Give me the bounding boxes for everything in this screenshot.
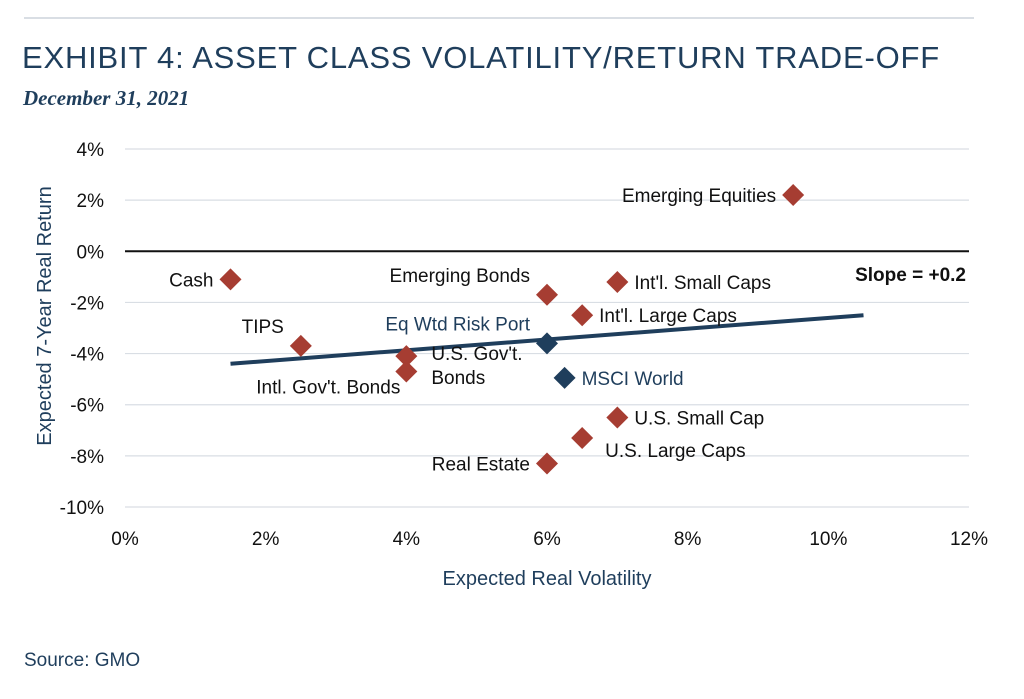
y-axis-label: Expected 7-Year Real Return bbox=[34, 186, 56, 445]
point-tips bbox=[289, 334, 312, 357]
point-eq-wtd-risk-port bbox=[536, 332, 558, 355]
point-label-eq-wtd-risk-port: Eq Wtd Risk Port bbox=[385, 314, 530, 335]
point-label-real-estate: Real Estate bbox=[432, 455, 530, 476]
y-tick-label: 2% bbox=[77, 191, 105, 212]
source-note: Source: GMO bbox=[24, 650, 141, 671]
point-emerging-bonds bbox=[536, 283, 558, 306]
y-tick-label: 0% bbox=[77, 242, 105, 263]
point-label-u-s-small-cap: U.S. Small Cap bbox=[634, 409, 764, 430]
point-u-s-small-cap bbox=[606, 406, 629, 429]
point-label-u-s-gov-t-bonds: U.S. Gov't. Bonds bbox=[431, 344, 522, 389]
x-tick-label: 2% bbox=[252, 529, 280, 550]
top-divider bbox=[24, 17, 974, 19]
x-tick-label: 12% bbox=[950, 529, 988, 550]
x-tick-label: 4% bbox=[393, 529, 421, 550]
point-int-l-small-caps bbox=[606, 270, 629, 293]
point-cash bbox=[219, 268, 242, 291]
chart-subtitle: December 31, 2021 bbox=[23, 86, 190, 110]
data-points: Emerging Equities Cash Emerging Bonds Int'l… bbox=[169, 184, 805, 476]
chart-title: EXHIBIT 4: ASSET CLASS VOLATILITY/RETURN… bbox=[22, 40, 940, 75]
point-label-msci-world: MSCI World bbox=[582, 369, 684, 390]
axis-ticks: 4% 2% 0% -2% -4% -6% -8% -10% 0% 2% 4% 6% 8% 10% 12% bbox=[60, 140, 988, 550]
point-label-u-s-large-caps: U.S. Large Caps bbox=[605, 441, 745, 462]
point-label-intl-gov-t-bonds: Intl. Gov't. Bonds bbox=[256, 377, 400, 398]
point-emerging-equities bbox=[782, 184, 805, 207]
y-tick-label: -4% bbox=[70, 345, 104, 366]
x-tick-label: 8% bbox=[674, 529, 702, 550]
point-intl-gov-t-bonds bbox=[395, 360, 418, 383]
x-tick-label: 6% bbox=[533, 529, 561, 550]
y-tick-label: -8% bbox=[70, 447, 104, 468]
slope-annotation: Slope = +0.2 bbox=[855, 265, 966, 286]
point-label-int-l-small-caps: Int'l. Small Caps bbox=[634, 273, 771, 294]
point-label-tips: TIPS bbox=[242, 317, 284, 338]
point-label-emerging-bonds: Emerging Bonds bbox=[390, 266, 530, 287]
y-tick-label: 4% bbox=[77, 140, 105, 161]
point-label-cash: Cash bbox=[169, 270, 213, 291]
y-tick-label: -6% bbox=[70, 396, 104, 417]
point-u-s-large-caps bbox=[571, 426, 594, 449]
x-axis-label: Expected Real Volatility bbox=[442, 568, 651, 590]
x-tick-label: 0% bbox=[111, 529, 139, 550]
point-int-l-large-caps bbox=[571, 304, 594, 327]
point-u-s-gov-t-bonds bbox=[395, 345, 418, 368]
point-real-estate bbox=[536, 452, 558, 475]
y-tick-label: -2% bbox=[70, 293, 104, 314]
point-label-emerging-equities: Emerging Equities bbox=[622, 186, 776, 207]
x-tick-label: 10% bbox=[809, 529, 847, 550]
y-tick-label: -10% bbox=[60, 498, 104, 519]
point-label-int-l-large-caps: Int'l. Large Caps bbox=[599, 306, 737, 327]
point-msci-world bbox=[553, 366, 576, 389]
